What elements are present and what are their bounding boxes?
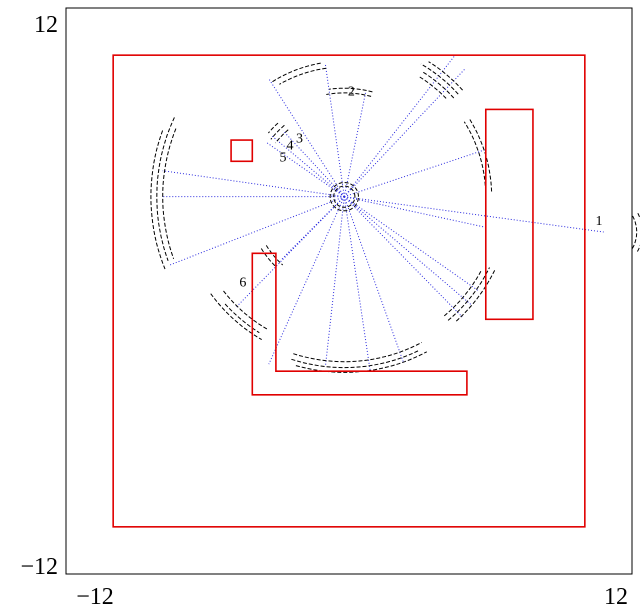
rays-layer [162,54,604,372]
scan-arc [275,129,289,144]
scan-arc [455,269,496,322]
laser-ray [343,196,479,292]
scan-arc [443,269,483,317]
laser-ray [162,170,345,198]
scan-arc [326,92,372,97]
plot-frame [65,7,633,575]
scan-label-4: 4 [287,139,294,154]
scan-arcs-layer [150,61,640,373]
scan-arc [268,122,279,134]
scan-arc [272,62,321,83]
laser-ray [343,196,404,362]
scan-arc [333,185,356,208]
scan-arc [329,182,359,212]
laser-ray [344,196,486,228]
laser-ray [343,196,463,318]
x-tick-min: −12 [76,584,114,610]
scan-arc [279,67,327,85]
l-shape [251,252,468,396]
laser-ray [344,149,486,198]
scan-arc [156,117,175,261]
laser-ray [343,68,465,198]
labels-layer: 1 2 345 6 [239,84,602,290]
laser-ray [343,196,472,306]
scan-arc [420,63,459,95]
scan-arc [270,124,285,140]
scan-label-3: 3 [296,131,303,146]
scan-arc [260,248,277,268]
scan-arc [265,245,284,266]
scan-arc [291,349,420,369]
laser-ray [324,64,345,197]
laser-ray [235,196,345,308]
laser-ray [284,196,345,256]
laser-ray [266,142,345,198]
small-square [230,139,254,163]
scan-arc [447,267,490,321]
scan-arc [631,215,638,249]
walls-layer [112,54,586,528]
laser-ray [169,196,345,266]
laser-ray [270,134,345,198]
laser-ray [268,78,345,197]
scan-label-6: 6 [239,275,246,290]
laser-ray [343,196,371,372]
laser-ray [268,196,345,365]
scan-arc [293,341,423,363]
y-tick-min: −12 [20,554,58,580]
scan-label-2: 2 [348,84,355,99]
scan-label-5: 5 [279,150,286,165]
scan-label-1: 1 [595,214,602,229]
scan-arc [329,87,373,93]
laser-ray [282,130,345,198]
x-tick-max: 12 [604,584,628,610]
right-bar [484,108,534,321]
scan-arc [428,61,463,91]
scan-arc [422,71,455,99]
y-tick-max: 12 [34,12,58,38]
scan-arc [463,121,487,192]
outer-boundary [112,54,586,528]
scan-arc [223,290,268,330]
scan-arc [162,128,177,259]
